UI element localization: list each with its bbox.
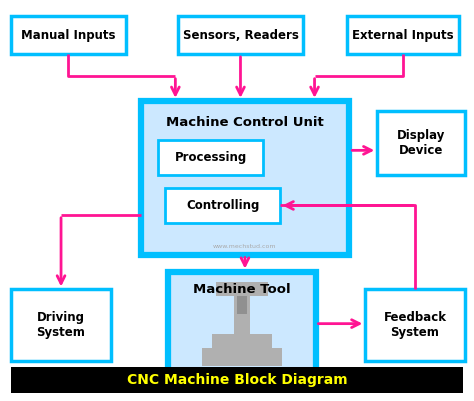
Bar xyxy=(168,271,316,376)
Text: External Inputs: External Inputs xyxy=(352,28,454,42)
Text: Machine Tool: Machine Tool xyxy=(193,283,291,296)
Text: Processing: Processing xyxy=(174,151,247,164)
Bar xyxy=(237,296,247,314)
Bar xyxy=(158,140,263,175)
Text: Driving
System: Driving System xyxy=(36,311,85,339)
Text: CNC Machine Block Diagram: CNC Machine Block Diagram xyxy=(127,373,347,387)
Text: Controlling: Controlling xyxy=(186,199,259,212)
Bar xyxy=(11,16,126,54)
Bar xyxy=(377,111,465,175)
Bar xyxy=(11,367,463,393)
Text: Sensors, Readers: Sensors, Readers xyxy=(182,28,299,42)
Bar xyxy=(178,16,302,54)
Text: Manual Inputs: Manual Inputs xyxy=(21,28,116,42)
Bar xyxy=(212,334,272,348)
Bar xyxy=(141,101,349,255)
Bar xyxy=(202,348,282,366)
Text: www.mechstud.com: www.mechstud.com xyxy=(213,244,277,249)
Text: Machine Control Unit: Machine Control Unit xyxy=(166,116,324,129)
Bar xyxy=(11,290,111,361)
Bar xyxy=(365,290,465,361)
Text: Display
Device: Display Device xyxy=(397,129,445,157)
Text: Feedback
System: Feedback System xyxy=(383,311,447,339)
Bar xyxy=(165,188,280,223)
Bar xyxy=(216,282,268,296)
Bar xyxy=(347,16,459,54)
Bar xyxy=(234,296,250,334)
